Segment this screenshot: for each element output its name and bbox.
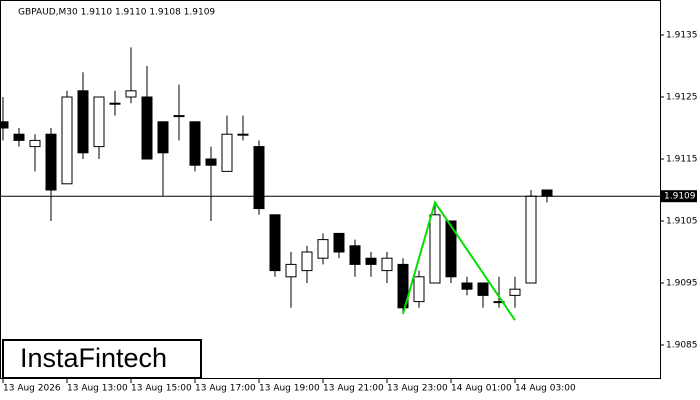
x-tick-label: 14 Aug 03:00 [515,384,576,394]
candle-body [29,139,41,148]
candle-body [45,133,57,191]
candle-body [477,282,489,296]
candle-body [397,263,409,309]
y-tick-label: 1.9085 [666,341,698,351]
candle-body [189,121,201,166]
candle-body [381,257,393,272]
pattern-line [402,200,516,321]
candle-body [413,276,425,303]
candle-body [301,251,313,272]
candle-body [365,257,377,265]
current-price-box [661,190,697,203]
y-tick-label: 1.9135 [666,31,698,41]
candle-body [173,115,185,118]
candle-body [205,158,217,166]
y-tick-label: 1.9115 [666,155,698,165]
x-tick-label: 13 Aug 13:00 [67,384,128,394]
candle-body [13,133,25,141]
x-tick-label: 13 Aug 19:00 [259,384,320,394]
y-tick-label: 1.9125 [666,93,698,103]
y-tick-label: 1.9105 [666,217,698,227]
logo-box [2,339,202,379]
candle-body [93,96,105,148]
candle-body [125,90,137,98]
plot-frame [0,0,661,379]
candle-body [269,214,281,272]
candle-body [77,90,89,154]
x-tick-label: 14 Aug 01:00 [451,384,512,394]
candle-body [509,288,521,296]
candle-body [541,189,553,197]
candle-body [317,239,329,259]
candle-body [461,282,473,290]
candle-body [285,263,297,278]
candle-body [61,96,73,185]
candle-body [333,232,345,253]
x-tick-label: 13 Aug 17:00 [195,384,256,394]
candle-body [253,146,265,210]
candle-body [349,245,361,265]
candle-body [157,121,169,154]
candle-body [109,102,121,105]
candle-body [221,133,233,172]
x-tick-label: 13 Aug 23:00 [387,384,448,394]
candle-body [0,121,9,129]
chart-title: GBPAUD,M30 1.9110 1.9110 1.9108 1.9109 [18,8,215,18]
candle-body [237,133,249,136]
y-tick-label: 1.9095 [666,279,698,289]
logo: InstaFintech [20,343,167,373]
candle-body [493,301,505,304]
candle-body [141,96,153,160]
current-price-label: 1.9109 [664,192,696,202]
x-tick-label: 13 Aug 21:00 [323,384,384,394]
candle-body [525,195,537,284]
x-tick-label: 13 Aug 15:00 [131,384,192,394]
candle-body [445,220,457,278]
x-tick-label: 13 Aug 2026 [3,384,61,394]
candle-body [429,214,441,284]
